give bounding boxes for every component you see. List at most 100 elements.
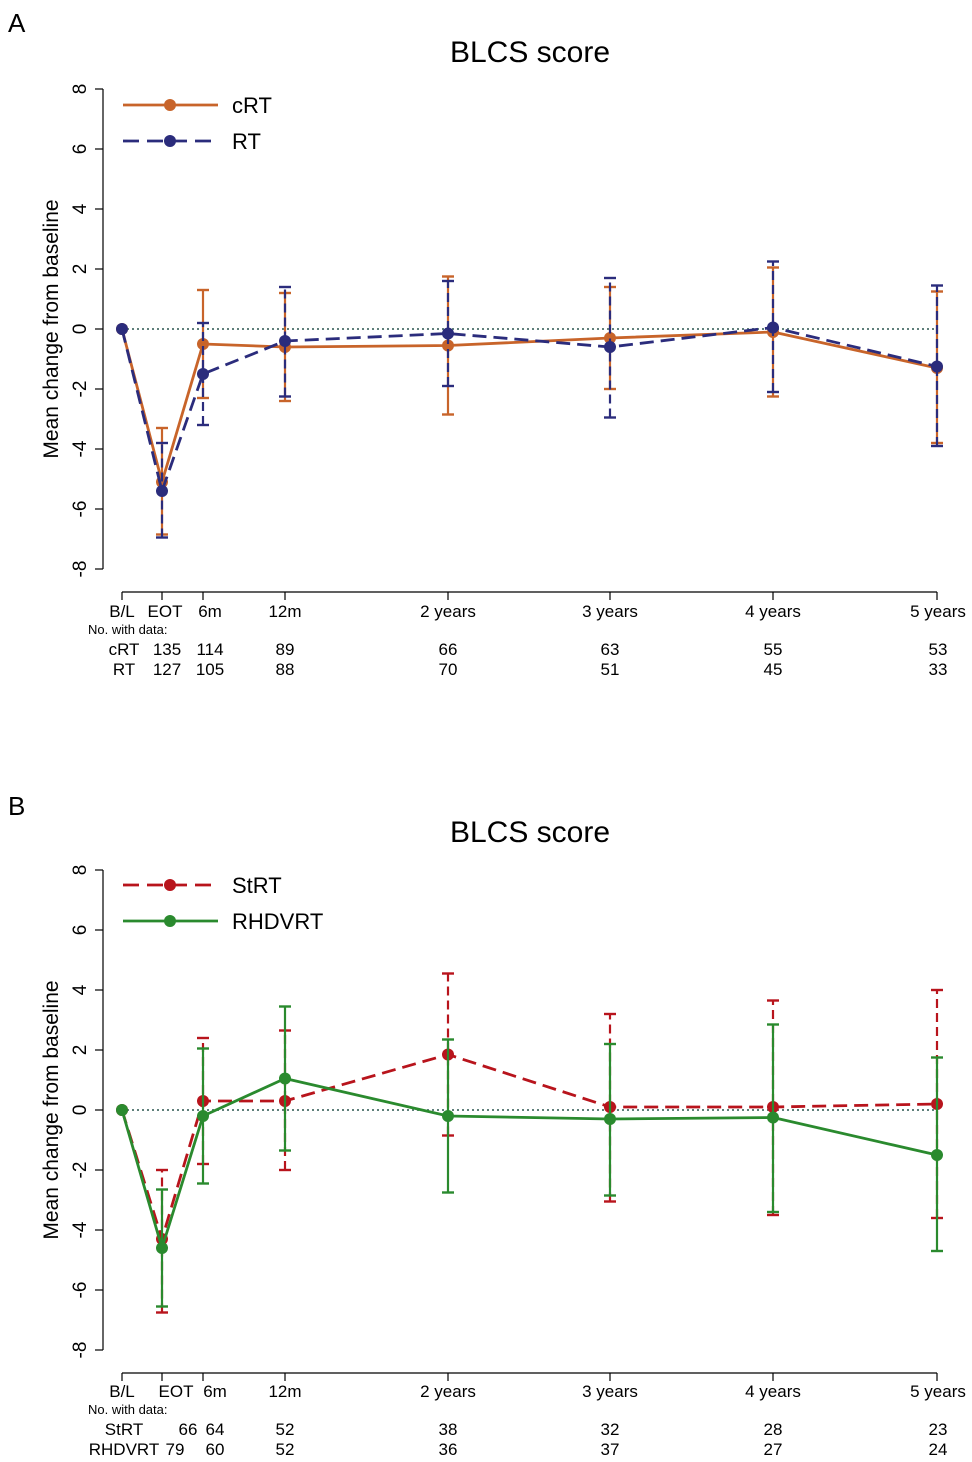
count-value: 105 xyxy=(196,660,224,679)
y-tick-label: -8 xyxy=(70,1342,91,1359)
x-tick-label: 6m xyxy=(198,602,222,621)
count-value: 52 xyxy=(276,1420,295,1439)
legend-marker xyxy=(164,915,176,927)
data-point xyxy=(931,1149,943,1161)
y-tick-label: -6 xyxy=(70,1282,91,1299)
x-tick-label: 5 years xyxy=(910,602,966,621)
count-value: 33 xyxy=(929,660,948,679)
y-tick-label: -2 xyxy=(70,381,91,398)
data-point xyxy=(116,1104,128,1116)
data-point xyxy=(156,1242,168,1254)
legend-item-rhdvrt: RHDVRT xyxy=(123,909,323,934)
counts-row-label: StRT xyxy=(105,1420,143,1439)
x-tick-label: 12m xyxy=(268,1382,301,1401)
x-tick-label: 3 years xyxy=(582,602,638,621)
series-line xyxy=(120,328,938,484)
legend-label: StRT xyxy=(232,873,282,898)
series-line xyxy=(120,1053,938,1241)
series-rt xyxy=(116,260,943,539)
data-point xyxy=(442,327,454,340)
y-tick-label: 4 xyxy=(70,984,91,995)
count-value: 70 xyxy=(439,660,458,679)
count-value: 28 xyxy=(764,1420,783,1439)
y-axis-label: Mean change from baseline xyxy=(40,980,63,1239)
count-value: 24 xyxy=(929,1440,948,1459)
data-point xyxy=(442,1110,454,1122)
x-tick-label: B/L xyxy=(109,602,135,621)
chart-panel-a: A BLCS score Mean change from baseline 8 6 4 2… xyxy=(8,8,966,679)
legend-label: RT xyxy=(232,129,261,154)
y-tick-label: 0 xyxy=(70,324,91,335)
count-value: 38 xyxy=(439,1420,458,1439)
x-tick-label: 3 years xyxy=(582,1382,638,1401)
y-tick-label: -4 xyxy=(70,440,91,457)
count-value: 64 xyxy=(206,1420,225,1439)
count-value: 45 xyxy=(764,660,783,679)
data-point xyxy=(116,323,128,335)
x-tick-label: 12m xyxy=(268,602,301,621)
count-value: 36 xyxy=(439,1440,458,1459)
x-tick-label: 2 years xyxy=(420,1382,476,1401)
x-tick-label: EOT xyxy=(159,1382,194,1401)
y-tick-label: 8 xyxy=(70,865,91,876)
panel-label: B xyxy=(8,791,25,821)
count-value: 135 xyxy=(153,640,181,659)
counts-title: No. with data: xyxy=(88,1402,168,1417)
data-point xyxy=(767,321,779,334)
counts-title: No. with data: xyxy=(88,622,168,637)
y-tick-label: 6 xyxy=(70,925,91,936)
count-value: 27 xyxy=(764,1440,783,1459)
legend-marker xyxy=(164,99,176,111)
chart-title: BLCS score xyxy=(450,36,610,69)
counts-row-label: RT xyxy=(113,660,135,679)
count-value: 79 xyxy=(166,1440,185,1459)
panel-label: A xyxy=(8,8,26,38)
count-value: 32 xyxy=(601,1420,620,1439)
count-value: 37 xyxy=(601,1440,620,1459)
count-value: 55 xyxy=(764,640,783,659)
x-tick-label: 4 years xyxy=(745,1382,801,1401)
y-tick-label: 4 xyxy=(70,203,91,214)
data-point xyxy=(197,1110,209,1122)
x-tick-label: 6m xyxy=(203,1382,227,1401)
data-point xyxy=(197,368,209,380)
count-value: 89 xyxy=(276,640,295,659)
legend-label: cRT xyxy=(232,93,272,118)
x-tick-label: B/L xyxy=(109,1382,135,1401)
data-point xyxy=(931,360,943,373)
counts-row-label: cRT xyxy=(109,640,140,659)
count-value: 127 xyxy=(153,660,181,679)
data-point xyxy=(156,485,168,497)
y-axis-label: Mean change from baseline xyxy=(40,199,63,458)
x-tick-label: EOT xyxy=(148,602,183,621)
legend-marker xyxy=(164,135,176,147)
count-value: 63 xyxy=(601,640,620,659)
data-point xyxy=(604,332,616,344)
series-rhdvrt xyxy=(116,1005,943,1308)
legend-item-crt: cRT xyxy=(123,93,272,118)
data-point xyxy=(197,338,209,350)
series-crt xyxy=(116,266,943,536)
counts-row-label: RHDVRT xyxy=(89,1440,160,1459)
series-strt xyxy=(116,972,943,1314)
count-value: 51 xyxy=(601,660,620,679)
count-value: 53 xyxy=(929,640,948,659)
data-point xyxy=(279,335,291,347)
legend-item-rt: RT xyxy=(123,129,261,154)
x-tick-label: 2 years xyxy=(420,602,476,621)
y-tick-label: 8 xyxy=(70,84,91,95)
count-value: 23 xyxy=(929,1420,948,1439)
count-value: 88 xyxy=(276,660,295,679)
count-value: 52 xyxy=(276,1440,295,1459)
count-value: 60 xyxy=(206,1440,225,1459)
y-tick-label: 0 xyxy=(70,1105,91,1116)
data-point xyxy=(442,339,454,352)
count-value: 66 xyxy=(439,640,458,659)
legend-item-strt: StRT xyxy=(123,873,282,898)
count-value: 114 xyxy=(196,640,223,659)
series-line xyxy=(120,1077,938,1250)
y-tick-label: -4 xyxy=(70,1221,91,1238)
y-tick-label: -6 xyxy=(70,501,91,518)
